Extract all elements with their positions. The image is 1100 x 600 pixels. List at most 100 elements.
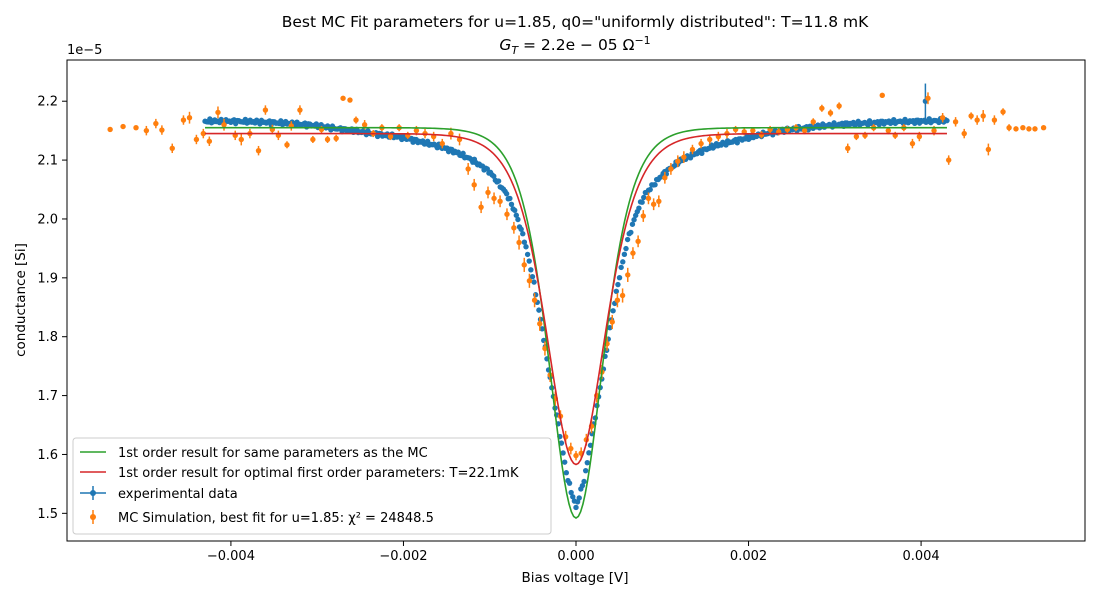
experimental-point xyxy=(503,191,510,197)
subtitle-superscript: −1 xyxy=(634,34,650,47)
mc-point xyxy=(853,133,860,140)
experimental-point xyxy=(518,226,524,232)
mc-point xyxy=(1006,125,1012,131)
mc-point xyxy=(650,201,657,207)
y-tick-label: 2.0 xyxy=(37,212,58,227)
mc-point xyxy=(985,146,992,153)
mc-point xyxy=(439,140,445,147)
mc-point xyxy=(1020,125,1026,131)
mc-point xyxy=(521,262,527,268)
legend-box xyxy=(72,437,552,535)
experimental-point xyxy=(639,199,645,205)
mc-point xyxy=(353,117,359,123)
mc-point xyxy=(186,114,193,121)
mc-point xyxy=(879,92,885,99)
mc-point xyxy=(1026,126,1032,132)
mc-point xyxy=(845,145,851,152)
experimental-point xyxy=(566,480,573,486)
mc-point xyxy=(511,225,517,231)
mc-point xyxy=(614,297,621,303)
mc-point xyxy=(573,452,579,459)
experimental-point xyxy=(624,236,631,243)
experimental-point xyxy=(528,267,534,273)
mc-point xyxy=(885,127,892,134)
mc-point xyxy=(310,136,316,143)
mc-point xyxy=(491,195,497,202)
axis-ticks: −0.004 −0.002 0.000 0.002 0.004 1.5 1.6 1.7 1.8 1… xyxy=(37,95,939,564)
experimental-point xyxy=(570,494,576,500)
experimental-point xyxy=(531,279,537,285)
mc-point xyxy=(689,146,696,153)
experimental-point xyxy=(616,274,623,281)
mc-point xyxy=(107,126,113,133)
experimental-point xyxy=(520,231,526,237)
mc-point xyxy=(1040,125,1047,131)
mc-point xyxy=(413,127,420,134)
mc-point xyxy=(531,297,538,303)
mc-parameters-curve xyxy=(205,126,947,520)
mc-point xyxy=(750,127,756,134)
experimental-point xyxy=(526,258,532,264)
experimental-point xyxy=(515,216,521,223)
experimental-point xyxy=(610,308,616,314)
plot-frame xyxy=(66,59,1086,542)
mc-point xyxy=(200,130,207,137)
mc-point xyxy=(206,138,213,144)
experimental-point xyxy=(613,288,620,294)
mc-point xyxy=(836,103,842,109)
mc-point xyxy=(939,114,946,121)
mc-point xyxy=(635,238,641,245)
mc-point xyxy=(361,122,368,128)
mc-point xyxy=(120,123,126,130)
mc-point xyxy=(925,95,931,101)
experimental-point xyxy=(560,450,566,456)
experimental-point xyxy=(508,201,515,207)
experimental-point xyxy=(562,459,568,465)
y-tick-label: 1.8 xyxy=(37,330,58,345)
experimental-point xyxy=(641,194,647,201)
mc-point xyxy=(471,182,477,188)
experimental-point xyxy=(491,173,497,179)
experimental-point xyxy=(620,259,626,265)
experimental-point xyxy=(532,292,539,298)
plot-area xyxy=(107,83,1047,520)
legend-entry-1: 1st order result for same parameters as … xyxy=(118,446,428,461)
mc-point xyxy=(640,213,646,219)
mc-point xyxy=(980,113,986,119)
legend-entry-3: experimental data xyxy=(118,487,238,502)
y-tick-label: 2.1 xyxy=(37,154,58,169)
y-tick-label: 1.7 xyxy=(37,389,58,404)
y-offset-text: 1e−5 xyxy=(67,43,102,58)
mc-point xyxy=(707,136,713,143)
mc-point xyxy=(675,158,681,164)
experimental-point xyxy=(586,450,592,456)
experimental-point xyxy=(521,239,528,245)
y-tick-label: 1.5 xyxy=(37,507,58,522)
x-tick-label: 0.000 xyxy=(557,549,594,564)
experimental-point xyxy=(652,182,658,188)
mc-point xyxy=(931,127,937,134)
experimental-point xyxy=(615,281,621,288)
mc-point xyxy=(133,125,139,131)
optimal-first-order-curve xyxy=(205,132,947,466)
mc-point xyxy=(333,135,339,142)
mc-point xyxy=(347,97,353,103)
y-tick-label: 1.9 xyxy=(37,271,58,286)
mc-point xyxy=(215,109,221,116)
mc-point xyxy=(485,189,491,196)
mc-point xyxy=(668,166,674,172)
x-tick-label: 0.004 xyxy=(902,549,939,564)
mc-point xyxy=(991,117,998,123)
experimental-point xyxy=(582,467,589,474)
experimental-point xyxy=(536,307,542,313)
experimental-point xyxy=(618,264,624,271)
y-axis-label: conductance [Si] xyxy=(13,243,29,357)
mc-point xyxy=(609,319,615,325)
mc-point xyxy=(387,133,394,140)
x-axis-label: Bias voltage [V] xyxy=(521,570,628,586)
mc-point xyxy=(1013,126,1019,132)
mc-point xyxy=(193,136,200,143)
mc-point xyxy=(478,204,484,210)
experimental-point xyxy=(628,229,634,236)
x-tick-label: −0.004 xyxy=(207,549,255,564)
